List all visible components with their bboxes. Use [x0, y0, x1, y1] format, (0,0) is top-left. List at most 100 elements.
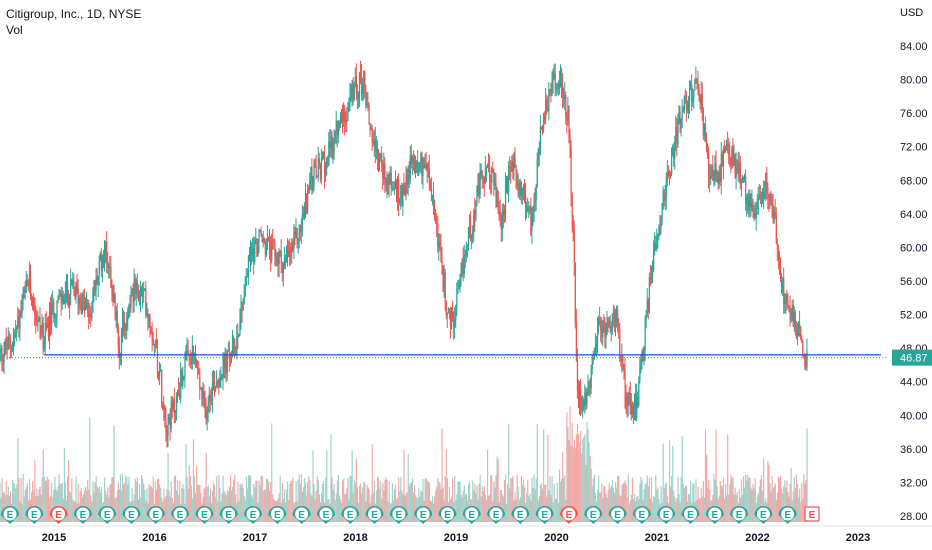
- volume-bar: [786, 480, 788, 522]
- symbol-title[interactable]: Citigroup, Inc., 1D, NYSE: [6, 7, 142, 21]
- candle-body: [726, 144, 728, 148]
- earnings-marker[interactable]: E: [804, 506, 820, 522]
- candle-body: [155, 340, 158, 347]
- volume-bar: [134, 478, 136, 522]
- candle-body: [556, 87, 558, 89]
- earnings-marker[interactable]: E: [778, 506, 797, 524]
- candle-body: [772, 205, 774, 222]
- candle-body: [280, 251, 282, 264]
- candle-body: [586, 392, 588, 404]
- earnings-marker[interactable]: E: [414, 506, 433, 524]
- candle-body: [330, 134, 332, 148]
- earnings-marker[interactable]: E: [657, 506, 676, 524]
- candle-body: [395, 180, 398, 198]
- earnings-marker[interactable]: E: [316, 506, 335, 524]
- volume-bar: [263, 489, 265, 522]
- volume-bar: [730, 475, 732, 522]
- earnings-marker[interactable]: E: [681, 506, 700, 524]
- volume-bar: [436, 486, 438, 522]
- volume-bar: [260, 475, 262, 522]
- candle-body: [292, 242, 294, 249]
- earnings-marker[interactable]: E: [559, 505, 578, 524]
- candle-body: [794, 312, 797, 328]
- price-axis[interactable]: USD28.0032.0036.0040.0044.0048.0052.0056…: [892, 7, 932, 523]
- candle-body: [493, 171, 495, 186]
- volume-bar: [729, 484, 731, 522]
- volume-bar: [235, 494, 237, 522]
- volume-bar: [59, 483, 61, 522]
- candle-body: [512, 161, 514, 170]
- earnings-marker[interactable]: E: [1, 506, 19, 524]
- volume-bar: [119, 474, 122, 522]
- earnings-marker[interactable]: E: [146, 506, 165, 524]
- earnings-marker[interactable]: E: [487, 506, 506, 524]
- volume-bar: [383, 490, 385, 522]
- earnings-marker[interactable]: E: [292, 506, 311, 524]
- volume-bar: [146, 488, 148, 522]
- volume-bar: [454, 475, 456, 522]
- candle-body: [3, 354, 5, 363]
- earnings-marker[interactable]: E: [98, 506, 117, 524]
- volume-bar: [166, 489, 168, 522]
- candle-body: [137, 285, 140, 301]
- earnings-marker[interactable]: E: [25, 505, 44, 524]
- earnings-marker[interactable]: E: [341, 506, 360, 524]
- candle-body: [413, 162, 416, 174]
- time-axis[interactable]: 2015 2016 2017 2018 2019 2020 2021 2022 2023: [0, 525, 932, 544]
- earnings-marker[interactable]: E: [730, 506, 749, 524]
- earnings-marker[interactable]: E: [705, 506, 724, 524]
- earnings-marker[interactable]: E: [219, 506, 238, 524]
- volume-legend-label[interactable]: Vol: [6, 23, 23, 37]
- volume-bar: [540, 483, 543, 522]
- volume-bar: [378, 478, 380, 522]
- volume-bar: [313, 483, 315, 522]
- last-price-badge[interactable]: [892, 349, 932, 366]
- earnings-marker[interactable]: E: [171, 506, 190, 524]
- earnings-marker[interactable]: E: [244, 506, 263, 524]
- earnings-marker[interactable]: E: [438, 506, 457, 524]
- candle-body: [675, 126, 677, 142]
- earnings-marker[interactable]: E: [195, 506, 214, 524]
- candle-body: [607, 317, 609, 320]
- candle-body: [222, 356, 224, 378]
- volume-bar: [681, 435, 683, 522]
- earnings-label: E: [420, 510, 427, 521]
- earnings-marker[interactable]: E: [389, 506, 408, 524]
- earnings-icon-center: [756, 507, 770, 521]
- candle-body: [614, 316, 617, 324]
- earnings-marker[interactable]: E: [511, 506, 530, 524]
- earnings-marker[interactable]: E: [49, 506, 68, 524]
- candle-body: [444, 272, 446, 302]
- candle-body: [584, 392, 586, 406]
- earnings-icon-center: [683, 507, 697, 521]
- earnings-marker[interactable]: E: [584, 506, 603, 524]
- candle-body: [240, 307, 242, 319]
- volume-bar: [650, 477, 653, 522]
- earnings-marker[interactable]: E: [268, 506, 287, 524]
- earnings-marker[interactable]: E: [73, 506, 92, 524]
- candle-body: [580, 388, 582, 404]
- earnings-marker[interactable]: E: [462, 506, 481, 524]
- candle-body: [282, 264, 284, 274]
- candle-body: [349, 94, 351, 103]
- candle-body: [235, 353, 237, 355]
- volume-bar: [529, 493, 531, 522]
- candle-body: [187, 350, 189, 355]
- volume-bar: [337, 475, 340, 522]
- candle-body: [626, 402, 628, 406]
- candle-body: [805, 365, 807, 368]
- earnings-marker[interactable]: E: [608, 506, 627, 524]
- candle-body: [592, 357, 594, 359]
- earnings-marker[interactable]: E: [632, 506, 651, 524]
- earnings-marker[interactable]: E: [535, 506, 554, 524]
- candle-body: [147, 313, 149, 322]
- earnings-marker[interactable]: E: [122, 506, 141, 524]
- earnings-marker[interactable]: E: [754, 506, 773, 524]
- candle-body: [355, 75, 357, 94]
- volume-bar: [573, 439, 575, 522]
- candle-body: [552, 79, 554, 81]
- last-price-text: 46.87: [900, 353, 928, 365]
- earnings-marker[interactable]: E: [365, 506, 384, 524]
- candle-body: [394, 180, 397, 189]
